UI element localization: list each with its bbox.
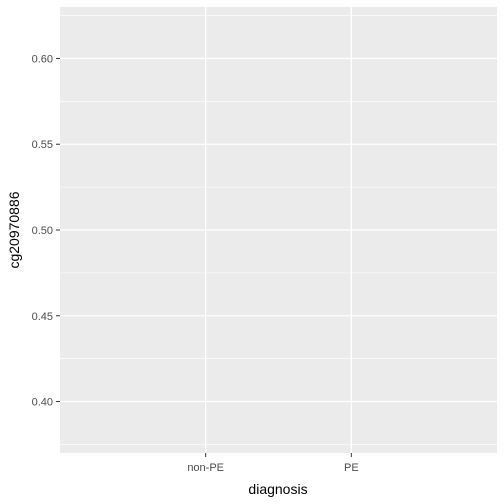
y-axis: 0.40 0.45 0.50 0.55 0.60 — [32, 53, 60, 409]
major-gridlines — [60, 7, 497, 453]
x-axis: non-PE PE — [187, 453, 359, 474]
y-tick-label: 0.55 — [32, 139, 53, 151]
y-tick-label: 0.50 — [32, 225, 53, 237]
y-tick-label: 0.45 — [32, 311, 53, 323]
x-axis-title: diagnosis — [248, 481, 307, 497]
y-axis-title: cg20970886 — [6, 191, 22, 268]
x-tick-label: PE — [344, 462, 359, 474]
x-tick-label: non-PE — [187, 462, 224, 474]
minor-gridlines — [60, 15, 497, 445]
y-tick-label: 0.40 — [32, 397, 53, 409]
y-tick-label: 0.60 — [32, 53, 53, 65]
